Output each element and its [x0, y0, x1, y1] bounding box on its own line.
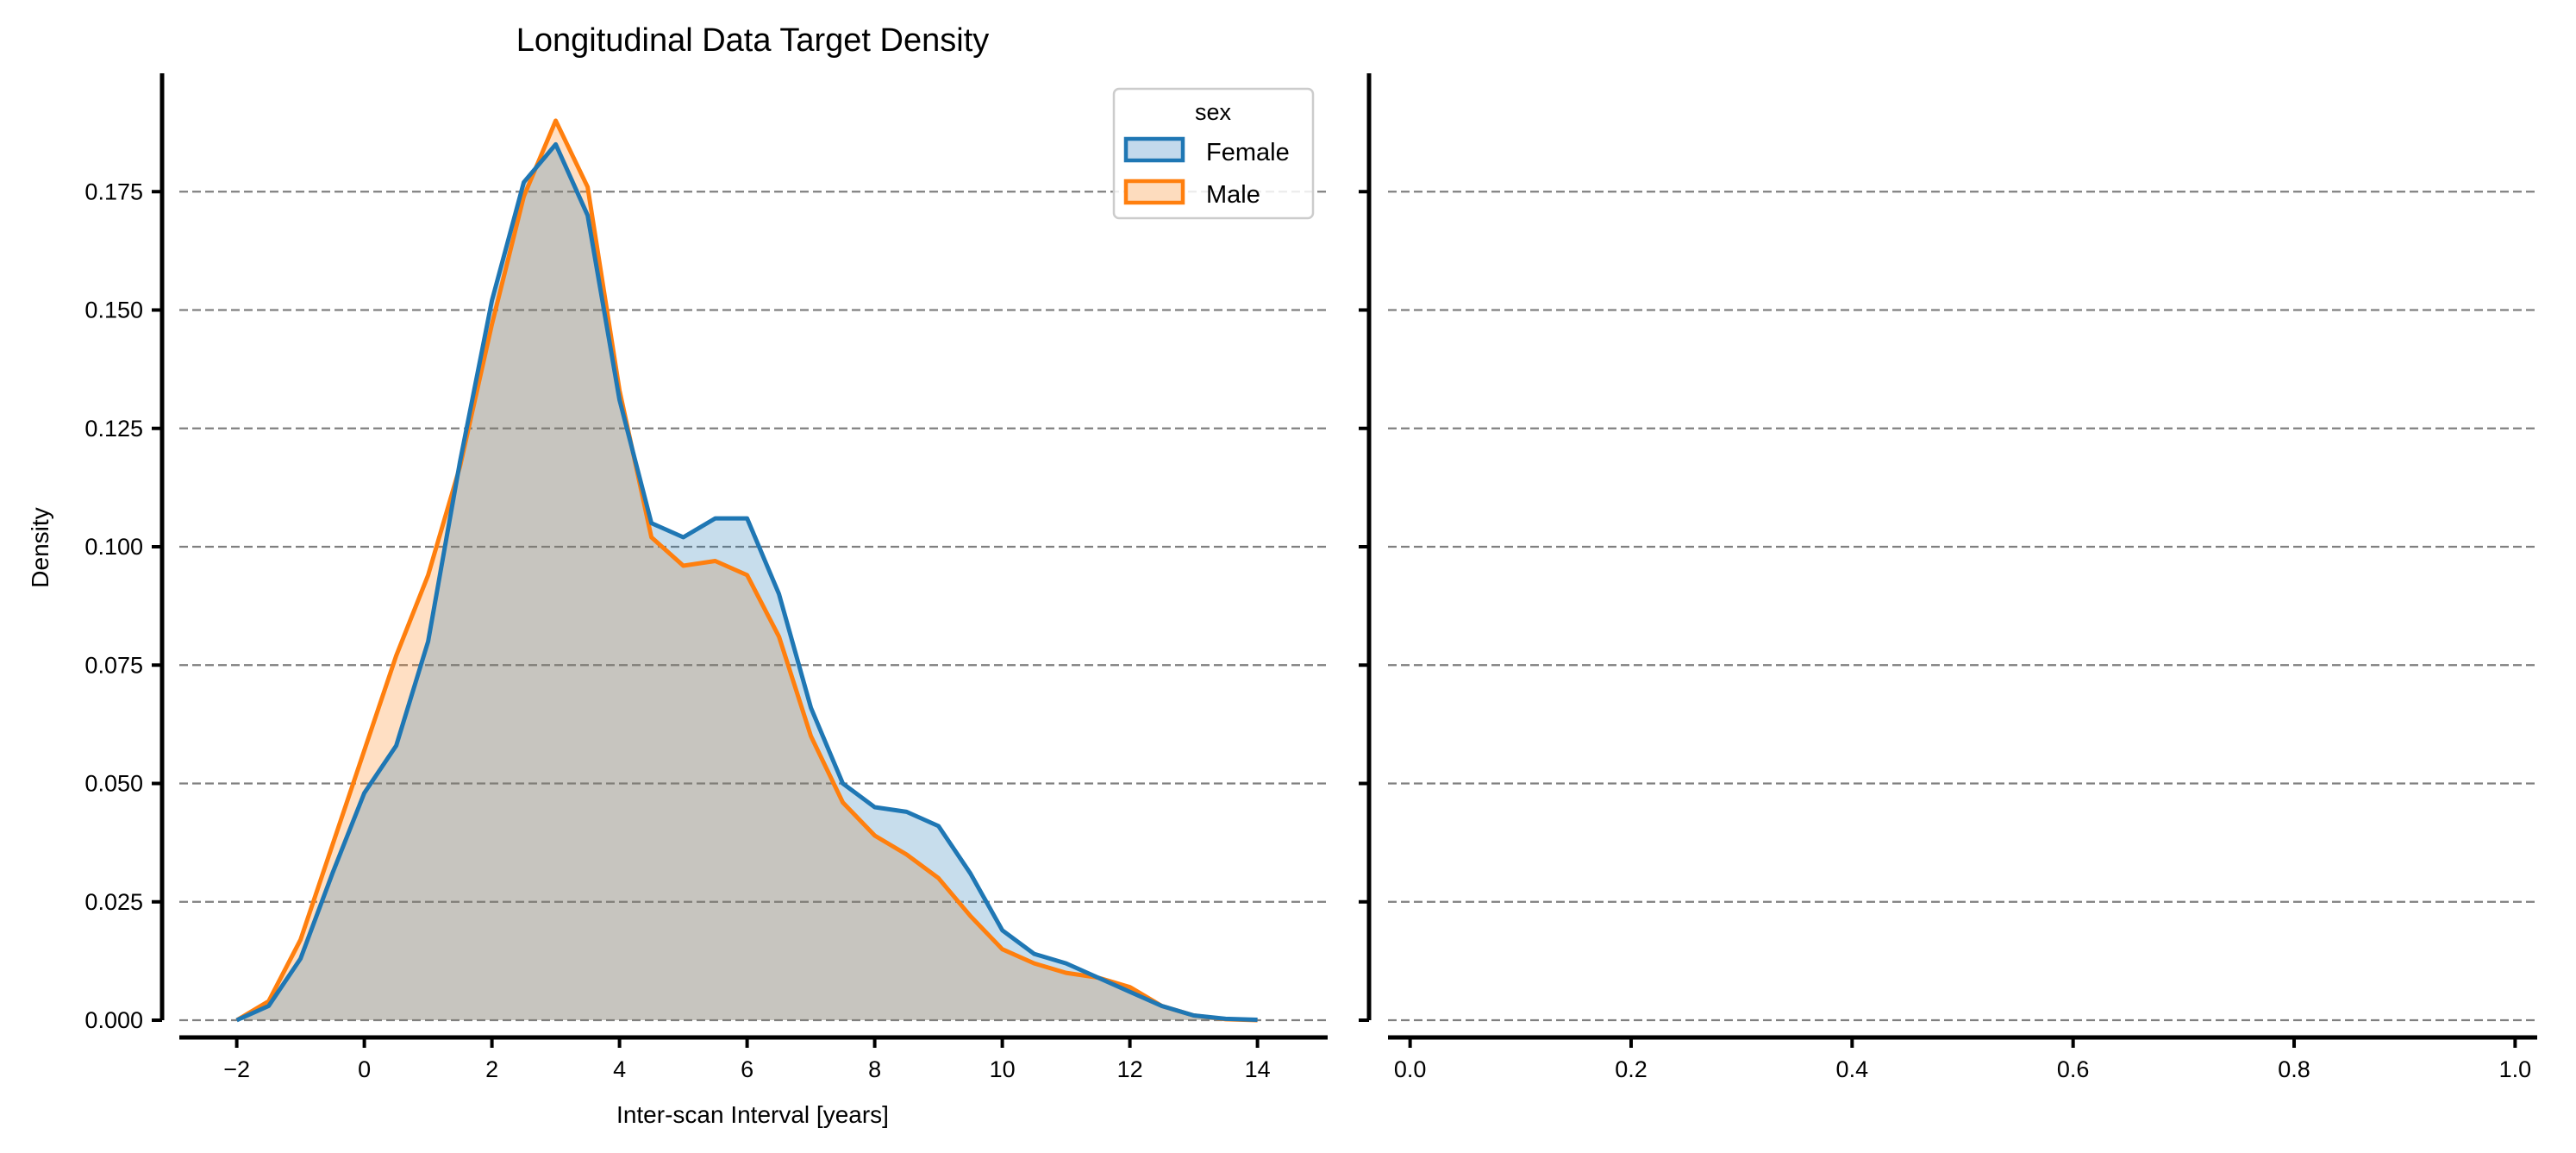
- x-tick-label: 8: [868, 1056, 881, 1082]
- x-tick-label-right: 0.6: [2057, 1056, 2090, 1082]
- chart-title: Longitudinal Data Target Density: [516, 22, 990, 59]
- legend: sex Female Male: [1112, 87, 1315, 220]
- y-gridlines-right: [1388, 191, 2537, 1022]
- legend-label-female: Female: [1206, 139, 1290, 166]
- y-tick-label: 0.175: [84, 179, 143, 204]
- x-tick-label: 12: [1117, 1056, 1143, 1082]
- legend-title: sex: [1195, 99, 1232, 125]
- axes-right: 0.0 0.2 0.4 0.6 0.8 1.0: [1359, 73, 2537, 1082]
- x-tick-label: 2: [485, 1056, 498, 1082]
- legend-swatch-male: [1123, 179, 1185, 205]
- empty-plot-panel: 0.0 0.2 0.4 0.6 0.8 1.0: [1359, 73, 2537, 1082]
- density-line-female: [235, 141, 1258, 1023]
- y-tick-label: 0.000: [84, 1007, 143, 1033]
- density-areas: [236, 120, 1258, 1020]
- x-tick-label: 4: [613, 1056, 626, 1082]
- density-area-male: [236, 120, 1258, 1020]
- legend-label-male: Male: [1206, 181, 1260, 209]
- y-tick-label: 0.150: [84, 298, 143, 323]
- y-tick-label: 0.125: [84, 416, 143, 442]
- x-tick-label: 10: [990, 1056, 1016, 1082]
- y-tick-label: 0.075: [84, 652, 143, 678]
- density-area-female: [236, 144, 1258, 1020]
- density-plot-panel: Longitudinal Data Target Density Density…: [27, 22, 1328, 1128]
- y-axis-label: Density: [27, 507, 53, 587]
- density-line-male: [235, 118, 1258, 1023]
- y-tick-label: 0.025: [84, 889, 143, 915]
- legend-swatch-female: [1123, 136, 1185, 163]
- x-tick-label-right: 0.2: [1615, 1056, 1648, 1082]
- axes-left: 0.000 0.025 0.050 0.075 0.100 0.125 0.150 0.175…: [84, 73, 1328, 1082]
- x-axis-label: Inter-scan Interval [years]: [616, 1101, 889, 1128]
- density-lines: [235, 118, 1258, 1023]
- x-tick-label: 6: [741, 1056, 753, 1082]
- x-tick-label-right: 0.8: [2278, 1056, 2310, 1082]
- y-tick-label: 0.050: [84, 771, 143, 797]
- x-tick-label-right: 0.0: [1394, 1056, 1427, 1082]
- x-tick-label: −2: [223, 1056, 250, 1082]
- x-tick-label: 0: [358, 1056, 371, 1082]
- y-tick-label: 0.100: [84, 534, 143, 560]
- x-tick-label-right: 0.4: [1836, 1056, 1869, 1082]
- x-tick-label-right: 1.0: [2499, 1056, 2532, 1082]
- x-tick-label: 14: [1245, 1056, 1271, 1082]
